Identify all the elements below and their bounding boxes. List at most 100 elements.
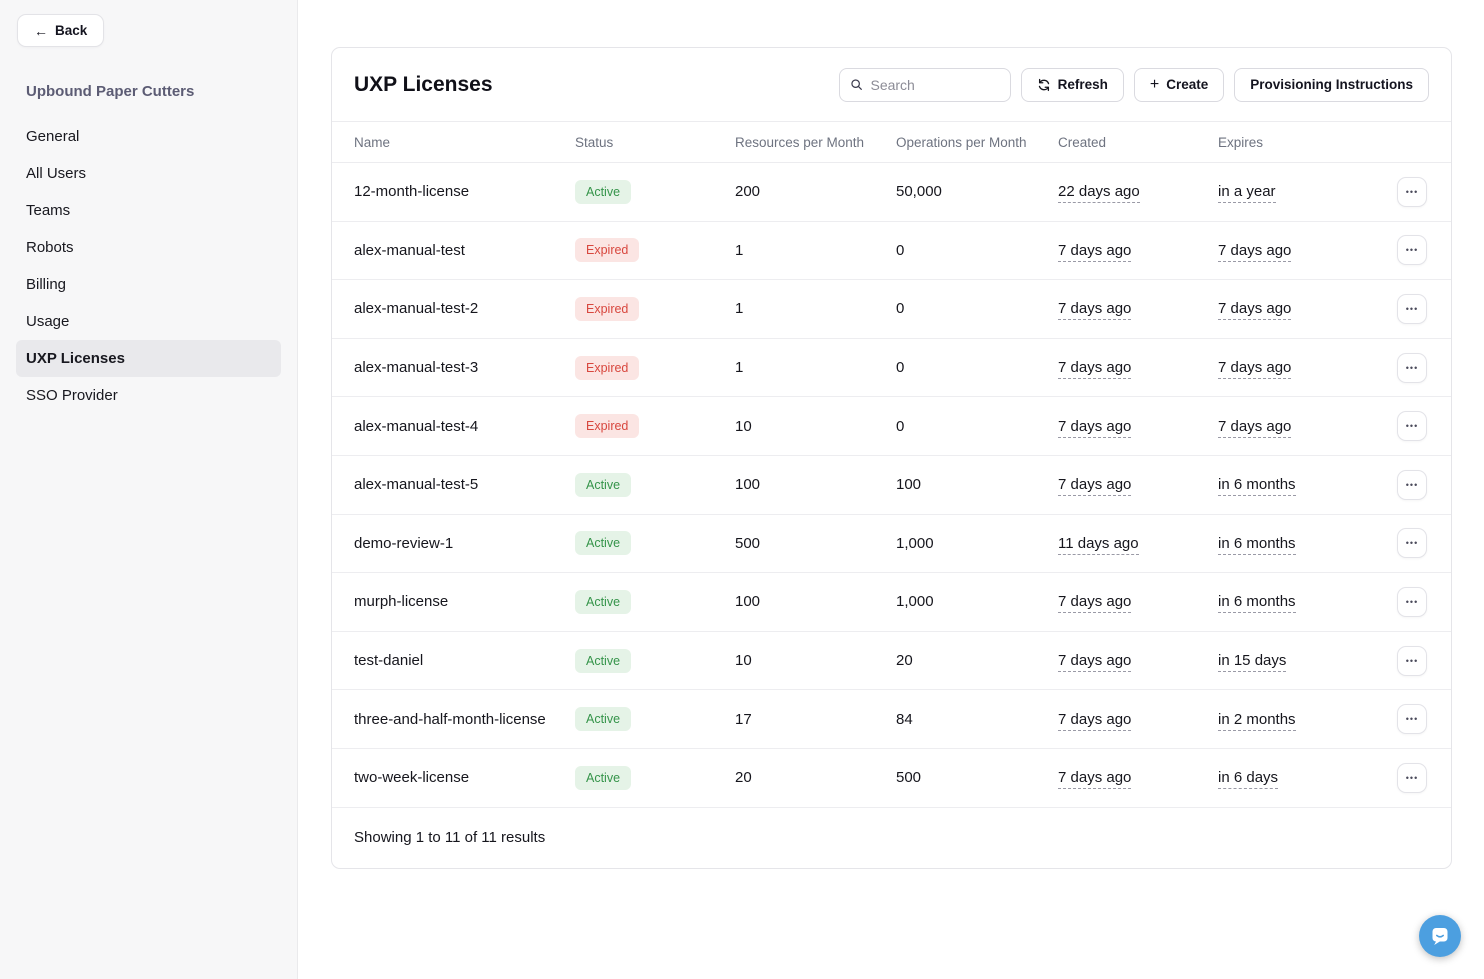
search-box[interactable] [838,67,1011,102]
license-name: alex-manual-test-5 [354,476,479,494]
create-button-label: Create [1166,77,1209,92]
ellipsis-icon: ••• [1405,538,1419,549]
sidebar-nav-item[interactable]: Billing [16,266,281,303]
resources-per-month-value: 17 [735,710,752,728]
resources-per-month-value: 1 [735,300,744,318]
created-value: 7 days ago [1058,593,1132,614]
table-row: demo-review-1 Active 500 1,000 11 days a… [332,515,1451,574]
expires-value: in 15 days [1218,652,1287,673]
row-actions-button[interactable]: ••• [1397,235,1427,266]
created-value: 7 days ago [1058,476,1132,497]
back-button[interactable]: ← Back [17,14,105,47]
expires-value: in 6 months [1218,476,1296,497]
row-actions-button[interactable]: ••• [1397,411,1427,442]
row-actions-button[interactable]: ••• [1397,293,1427,324]
operations-per-month-value: 84 [896,710,913,728]
main-content: UXP Licenses Refresh [298,0,1484,979]
row-actions-button[interactable]: ••• [1397,352,1427,383]
table-row: alex-manual-test-5 Active 100 100 7 days… [332,456,1451,515]
ellipsis-icon: ••• [1405,421,1419,432]
sidebar-nav-item-label: Robots [26,239,74,256]
org-name-heading: Upbound Paper Cutters [26,83,195,100]
expires-value: in 6 days [1218,769,1279,790]
licenses-card: UXP Licenses Refresh [331,47,1452,869]
status-badge: Expired [575,296,640,321]
created-value: 7 days ago [1058,652,1132,673]
status-badge: Active [575,589,632,614]
sidebar-nav-item[interactable]: Teams [16,192,281,229]
resources-per-month-value: 20 [735,769,752,787]
created-value: 7 days ago [1058,241,1132,262]
sidebar-nav-item[interactable]: General [16,118,281,155]
resources-per-month-value: 100 [735,593,761,611]
sidebar-nav-item[interactable]: All Users [16,155,281,192]
table-row: three-and-half-month-license Active 17 8… [332,690,1451,749]
status-badge: Active [575,472,632,497]
ellipsis-icon: ••• [1405,245,1419,256]
operations-per-month-value: 0 [896,300,905,318]
chat-launcher-button[interactable] [1419,915,1461,957]
resources-per-month-value: 10 [735,417,752,435]
plus-icon: + [1149,75,1160,93]
ellipsis-icon: ••• [1405,479,1419,490]
created-value: 7 days ago [1058,300,1132,321]
row-actions-button[interactable]: ••• [1397,528,1427,559]
sidebar-nav-item-label: Teams [26,202,71,219]
created-value: 7 days ago [1058,769,1132,790]
created-value: 7 days ago [1058,417,1132,438]
status-badge: Active [575,179,632,204]
refresh-button[interactable]: Refresh [1020,67,1124,102]
create-button[interactable]: + Create [1133,67,1225,102]
ellipsis-icon: ••• [1405,596,1419,607]
expires-value: in 2 months [1218,710,1296,731]
created-value: 7 days ago [1058,710,1132,731]
operations-per-month-value: 20 [896,652,913,670]
sidebar-nav-item[interactable]: Usage [16,303,281,340]
provisioning-instructions-button[interactable]: Provisioning Instructions [1234,67,1429,102]
column-header: Operations per Month [896,134,1027,150]
operations-per-month-value: 50,000 [896,183,942,201]
operations-per-month-value: 100 [896,476,922,494]
license-name: murph-license [354,593,449,611]
ellipsis-icon: ••• [1405,772,1419,783]
table-row: alex-manual-test-4 Expired 10 0 7 days a… [332,397,1451,456]
sidebar-nav-item-label: General [26,128,80,145]
table-row: alex-manual-test Expired 1 0 7 days ago … [332,222,1451,281]
status-badge: Expired [575,238,640,263]
license-name: alex-manual-test [354,241,465,259]
chat-bubble-icon [1432,928,1448,945]
operations-per-month-value: 1,000 [896,534,934,552]
row-actions-button[interactable]: ••• [1397,586,1427,617]
sidebar-nav-item[interactable]: Robots [16,229,281,266]
operations-per-month-value: 1,000 [896,593,934,611]
expires-value: 7 days ago [1218,300,1292,321]
sidebar: ← Back Upbound Paper Cutters General All… [0,0,298,979]
expires-value: in 6 months [1218,593,1296,614]
sidebar-nav-item[interactable]: UXP Licenses [16,340,281,377]
table-row: murph-license Active 100 1,000 7 days ag… [332,573,1451,632]
ellipsis-icon: ••• [1405,362,1419,373]
row-actions-button[interactable]: ••• [1397,469,1427,500]
row-actions-button[interactable]: ••• [1397,704,1427,735]
search-icon [850,79,862,90]
sidebar-nav-item-label: Usage [26,313,70,330]
page-title: UXP Licenses [354,72,493,96]
search-input[interactable] [870,76,1000,93]
table-row: 12-month-license Active 200 50,000 22 da… [332,163,1451,222]
sidebar-nav-item-label: SSO Provider [26,387,118,404]
row-actions-button[interactable]: ••• [1397,176,1427,207]
status-badge: Active [575,707,632,732]
row-actions-button[interactable]: ••• [1397,645,1427,676]
column-header: Name [354,134,391,150]
refresh-button-label: Refresh [1057,77,1108,92]
row-actions-button[interactable]: ••• [1397,762,1427,793]
sidebar-nav-item-label: UXP Licenses [26,350,125,367]
sidebar-nav-item[interactable]: SSO Provider [16,377,281,414]
toolbar: Refresh + Create Provisioning Instructio… [838,67,1429,102]
table-row: test-daniel Active 10 20 7 days ago in 1… [332,632,1451,691]
table-body: 12-month-license Active 200 50,000 22 da… [332,163,1451,808]
expires-value: 7 days ago [1218,241,1292,262]
column-header: Resources per Month [735,134,865,150]
resources-per-month-value: 500 [735,534,761,552]
table-row: alex-manual-test-3 Expired 1 0 7 days ag… [332,339,1451,398]
